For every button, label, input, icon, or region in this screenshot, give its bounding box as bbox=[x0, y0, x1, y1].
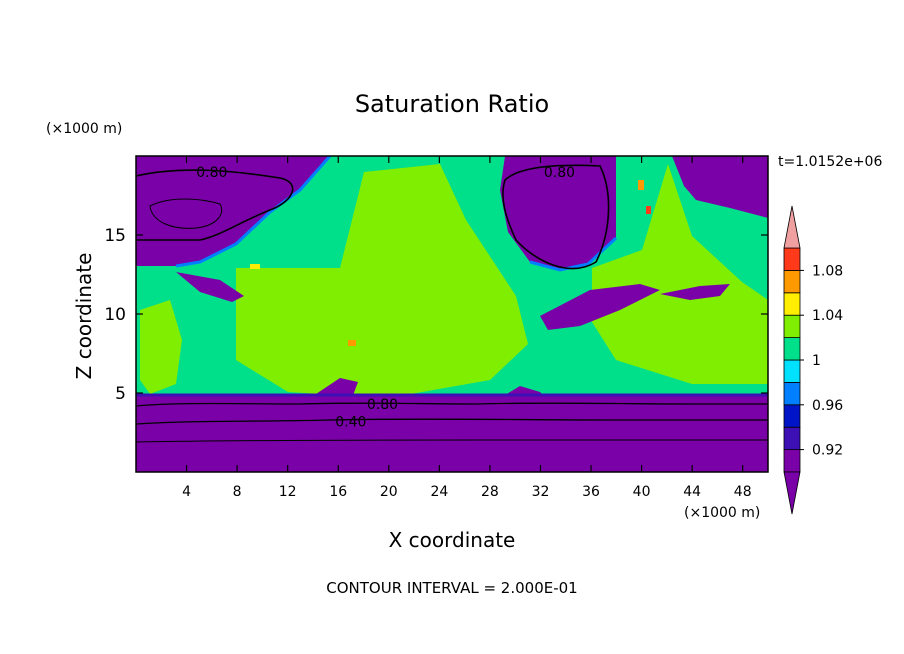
contour-label: 0.80 bbox=[544, 165, 575, 181]
y-tick-label: 5 bbox=[115, 384, 126, 404]
dry-bump-16km bbox=[310, 378, 358, 398]
dry-rim-left bbox=[175, 156, 332, 268]
x-tick-label: 12 bbox=[279, 484, 297, 500]
contour-label: 0.40 bbox=[335, 414, 366, 430]
contour-label-layer: 0.80 0.800.800.40 bbox=[196, 165, 575, 431]
dry-region-upper-far-right bbox=[672, 156, 768, 218]
dry-layer-lower bbox=[136, 394, 768, 472]
colorbar-segment bbox=[783, 404, 801, 428]
contour-line-lower-3 bbox=[136, 439, 768, 443]
contour-line-080-lower bbox=[136, 402, 768, 407]
plot-area bbox=[136, 156, 768, 472]
x-tick-label: 16 bbox=[329, 484, 347, 500]
dry-region-upper-left bbox=[136, 156, 330, 266]
moist-region-right bbox=[592, 164, 768, 384]
x-tick-label: 32 bbox=[532, 484, 550, 500]
x-tick-label: 8 bbox=[233, 484, 242, 500]
colorbar-tick-label: 0.92 bbox=[812, 443, 843, 459]
colorbar-segment bbox=[783, 337, 801, 361]
x-tick-label: 24 bbox=[430, 484, 448, 500]
x-tick-label: 40 bbox=[633, 484, 651, 500]
contour-line-040 bbox=[136, 418, 768, 425]
colorbar-segment bbox=[783, 449, 801, 473]
moist-region-mid bbox=[236, 164, 528, 398]
colorbar-tick-label: 1.08 bbox=[812, 263, 843, 279]
colorbar: 0.92 0.96 1 1.04 1.08 bbox=[783, 205, 843, 515]
dry-intrusion-right bbox=[660, 284, 730, 300]
contour-line-080-upper-left bbox=[136, 169, 294, 241]
colorbar-upper-arrow bbox=[783, 205, 801, 249]
colorbar-segment bbox=[783, 314, 801, 339]
moist-pocket-1 bbox=[638, 180, 644, 190]
colorbar-segment bbox=[783, 381, 801, 406]
colorbar-segment bbox=[783, 247, 801, 271]
colorbar-segment bbox=[783, 359, 801, 383]
colorbar-segment bbox=[783, 292, 801, 316]
contour-label: 0.80 bbox=[196, 165, 227, 181]
dry-intrusion-left bbox=[176, 272, 244, 302]
moist-pocket-2 bbox=[646, 206, 651, 214]
x-tick-label: 28 bbox=[481, 484, 499, 500]
moist-region-left bbox=[140, 300, 182, 394]
colorbar-segment bbox=[783, 426, 801, 451]
x-tick-label: 44 bbox=[683, 484, 701, 500]
x-axis: 4 8 12 16 20 24 28 32 36 40 44 48 bbox=[182, 156, 752, 500]
x-tick-label: 36 bbox=[582, 484, 600, 500]
moist-pocket-3 bbox=[250, 264, 260, 269]
x-unit-label: (×1000 m) bbox=[684, 505, 760, 521]
dry-rim-right bbox=[529, 236, 618, 272]
chart-title: Saturation Ratio bbox=[355, 90, 549, 118]
x-tick-label: 4 bbox=[182, 484, 191, 500]
colorbar-segment bbox=[783, 269, 801, 294]
x-axis-title: X coordinate bbox=[389, 528, 516, 552]
y-axis: 5 10 15 bbox=[104, 226, 768, 404]
dry-intrusion-center bbox=[540, 284, 660, 330]
colorbar-tick-label: 1 bbox=[812, 353, 821, 369]
contour-line-inner-left bbox=[149, 198, 223, 229]
x-tick-label: 48 bbox=[734, 484, 752, 500]
dry-region-upper-right bbox=[500, 156, 616, 270]
colorbar-lower-arrow bbox=[783, 471, 801, 515]
contour-line-080-upper-right bbox=[502, 164, 610, 270]
contour-interval-note: CONTOUR INTERVAL = 2.000E-01 bbox=[326, 579, 577, 597]
y-axis-title: Z coordinate bbox=[72, 253, 96, 380]
colorbar-tick-label: 1.04 bbox=[812, 308, 843, 324]
y-tick-label: 10 bbox=[104, 305, 126, 325]
colorbar-tick-label: 0.96 bbox=[812, 398, 843, 414]
y-unit-label: (×1000 m) bbox=[46, 121, 122, 137]
x-tick-label: 20 bbox=[380, 484, 398, 500]
time-label: t=1.0152e+06 bbox=[778, 154, 882, 170]
moist-pocket-4 bbox=[348, 340, 356, 346]
y-tick-label: 15 bbox=[104, 226, 126, 246]
contour-label: 0.80 bbox=[367, 397, 398, 413]
